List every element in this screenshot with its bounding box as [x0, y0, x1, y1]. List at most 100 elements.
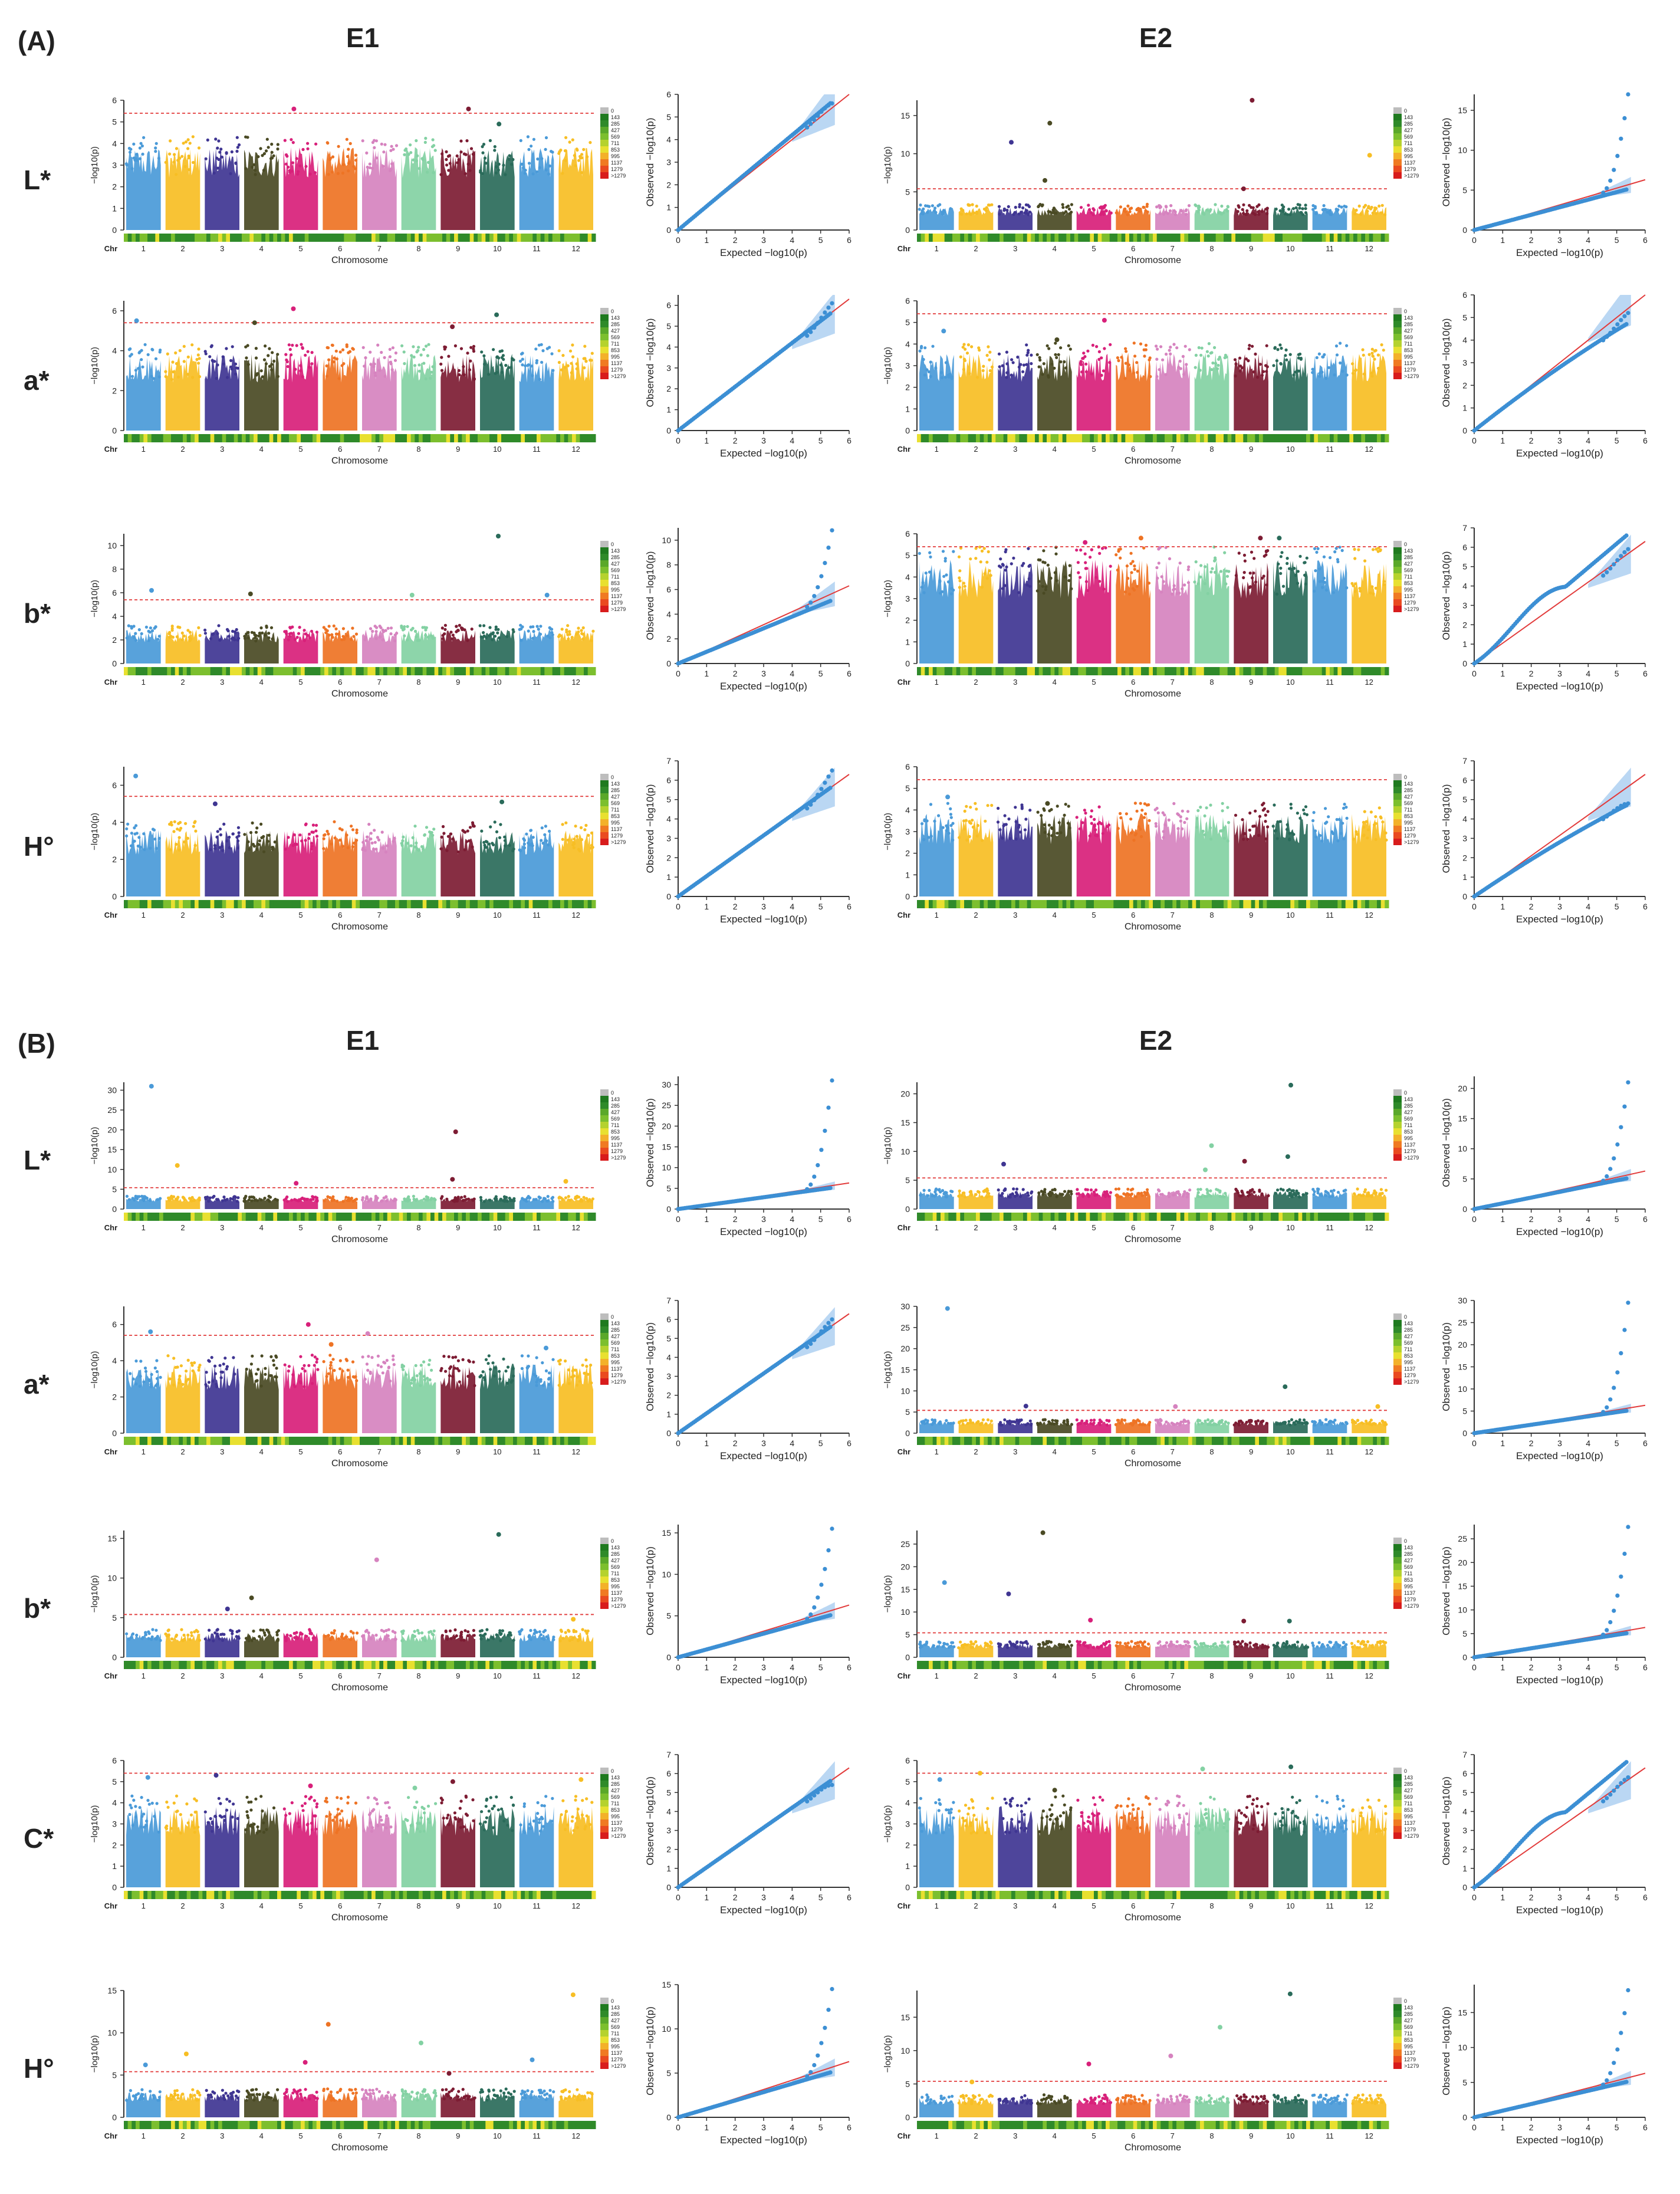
- snp-point: [1374, 837, 1377, 841]
- snp-point: [1040, 814, 1043, 817]
- snp-point: [1186, 581, 1191, 584]
- snp-point: [219, 147, 223, 151]
- snp-point: [248, 848, 251, 851]
- significant-snp-point: [149, 588, 154, 593]
- legend-swatch: [600, 321, 609, 327]
- snp-density-cell: [1011, 234, 1016, 242]
- snp-density-cell: [560, 667, 565, 675]
- snp-point: [571, 138, 574, 142]
- snp-point: [545, 839, 548, 843]
- snp-point: [541, 349, 545, 353]
- snp-point: [471, 152, 475, 156]
- legend-swatch: [1393, 541, 1402, 547]
- snp-density-cell: [1298, 900, 1303, 908]
- snp-point: [1319, 834, 1322, 837]
- snp-density-cell: [442, 234, 447, 242]
- chr-snp-band: [958, 560, 994, 664]
- snp-point: [577, 848, 581, 851]
- snp-density-cell: [991, 234, 996, 242]
- qq-x-label: Expected −log10(p): [1516, 247, 1603, 258]
- snp-point: [264, 362, 268, 366]
- snp-point: [1304, 582, 1307, 586]
- snp-point: [1061, 206, 1065, 209]
- snp-density-cell: [1215, 434, 1220, 442]
- snp-point: [983, 572, 987, 576]
- legend-swatch: [1393, 308, 1402, 314]
- snp-point: [965, 352, 969, 355]
- snp-density-cell: [230, 900, 235, 908]
- snp-point: [331, 636, 334, 639]
- snp-point: [560, 368, 564, 372]
- snp-point: [1057, 821, 1061, 825]
- legend-label: 1137: [611, 593, 622, 599]
- snp-point: [1050, 834, 1054, 837]
- snp-point: [373, 625, 377, 628]
- snp-point: [1214, 362, 1218, 365]
- qq-ytick-label: 6: [666, 90, 671, 99]
- snp-point: [461, 627, 464, 630]
- snp-point: [1211, 361, 1215, 365]
- snp-density-cell: [1318, 667, 1323, 675]
- snp-point: [254, 830, 258, 834]
- qq-xtick-label: 5: [1615, 902, 1619, 911]
- snp-density-cell: [454, 667, 459, 675]
- snp-density-cell: [1015, 900, 1020, 908]
- manhattan-ytick-label: 2: [112, 855, 117, 864]
- snp-density-cell: [442, 900, 447, 908]
- manhattan-x-label: Chromosome: [1125, 689, 1181, 699]
- significant-snp-point: [945, 794, 951, 800]
- snp-point: [1362, 353, 1365, 357]
- snp-point: [1329, 213, 1333, 216]
- snp-point: [442, 832, 446, 835]
- snp-point: [1241, 818, 1244, 822]
- snp-density-cell: [1043, 234, 1047, 242]
- snp-point: [180, 631, 184, 635]
- qq-x-label: Expected −log10(p): [720, 914, 807, 925]
- snp-point: [923, 818, 926, 822]
- legend-label: 569: [1404, 567, 1413, 573]
- snp-point: [918, 551, 921, 555]
- snp-point: [497, 628, 500, 631]
- snp-point: [923, 346, 927, 350]
- snp-point: [372, 139, 376, 142]
- snp-density-cell: [292, 667, 297, 675]
- snp-density-cell: [186, 1213, 191, 1221]
- snp-point: [1135, 584, 1139, 588]
- snp-point: [244, 167, 248, 170]
- snp-point: [1333, 550, 1337, 554]
- snp-point: [1205, 350, 1209, 353]
- qq-tail-point: [823, 310, 827, 315]
- snp-point: [257, 155, 260, 159]
- snp-point: [1056, 804, 1059, 808]
- snp-point: [1077, 571, 1080, 574]
- snp-density-cell: [1251, 667, 1255, 675]
- snp-point: [410, 628, 413, 632]
- snp-point: [127, 1198, 131, 1201]
- chr-snp-band: [401, 354, 436, 431]
- snp-density-cell: [254, 1213, 258, 1221]
- manhattan-y-label: −log10(p): [90, 813, 100, 850]
- qq-ytick-label: 3: [1462, 600, 1467, 610]
- snp-point: [170, 377, 173, 381]
- snp-point: [1248, 572, 1252, 575]
- snp-point: [1367, 353, 1371, 356]
- snp-density-cell: [462, 434, 466, 442]
- chromosome-tick-label: 3: [1013, 244, 1017, 253]
- qq-xtick-label: 2: [1529, 669, 1534, 678]
- qq-xtick-label: 2: [1529, 902, 1534, 911]
- snp-point: [338, 838, 342, 842]
- snp-point: [1139, 342, 1143, 346]
- chr-points-3: [203, 624, 241, 664]
- snp-point: [1079, 362, 1083, 365]
- snp-point: [306, 350, 310, 353]
- qq-ytick-label: 7: [1462, 523, 1467, 533]
- snp-point: [366, 835, 369, 839]
- snp-density-cell: [1160, 434, 1165, 442]
- snp-density-cell: [1019, 434, 1024, 442]
- legend-swatch: [600, 360, 609, 366]
- legend-label: 427: [611, 328, 620, 334]
- snp-point: [1342, 837, 1346, 840]
- snp-point: [1374, 349, 1377, 352]
- snp-density-cell: [1337, 434, 1342, 442]
- snp-point: [1136, 370, 1139, 375]
